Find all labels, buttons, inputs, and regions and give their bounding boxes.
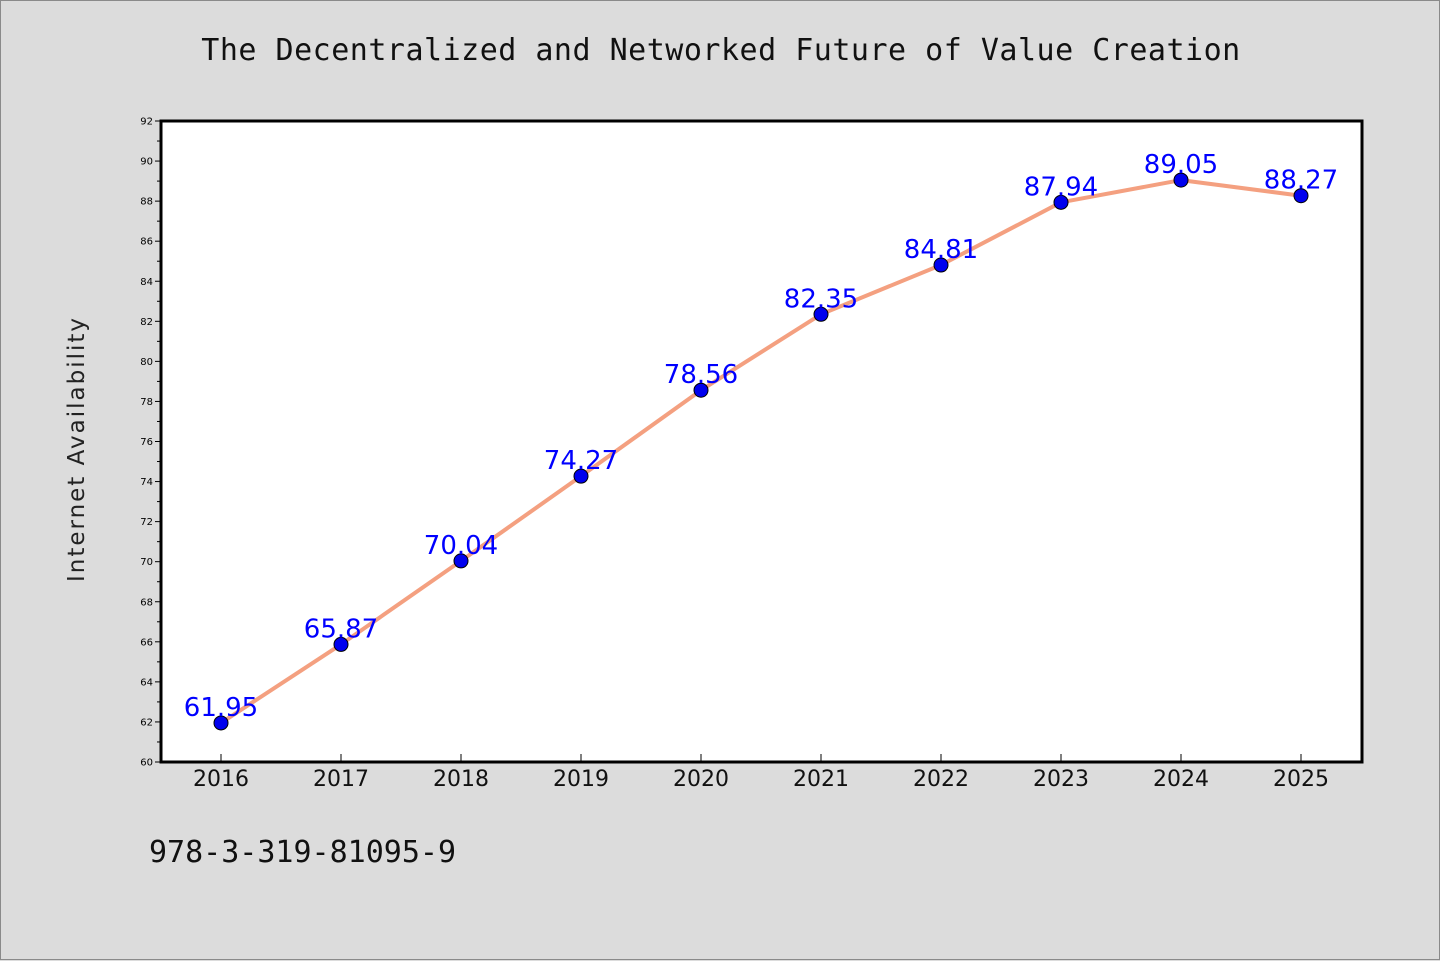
y-tick-label: 82 xyxy=(140,317,153,328)
x-tick-label: 2024 xyxy=(1153,767,1209,792)
y-tick-label: 60 xyxy=(140,758,153,769)
data-label: 88.27 xyxy=(1264,166,1338,196)
y-tick-label: 80 xyxy=(140,357,153,368)
data-point xyxy=(1053,194,1069,210)
data-label: 74.27 xyxy=(544,446,618,476)
data-label: 70.04 xyxy=(424,531,498,561)
data-label: 61.95 xyxy=(184,693,258,723)
data-point xyxy=(453,553,469,569)
data-label: 65.87 xyxy=(304,614,378,644)
chart-title: The Decentralized and Networked Future o… xyxy=(201,33,1241,68)
x-tick-label: 2018 xyxy=(433,767,489,792)
data-point xyxy=(333,636,349,652)
x-tick-label: 2017 xyxy=(313,767,369,792)
x-tick-label: 2023 xyxy=(1033,767,1089,792)
data-point xyxy=(573,468,589,484)
y-tick-label: 92 xyxy=(140,117,153,128)
y-tick-label: 74 xyxy=(140,477,153,488)
data-label: 82.35 xyxy=(784,284,858,314)
isbn-footnote: 978-3-319-81095-9 xyxy=(149,835,457,870)
plot-area xyxy=(161,121,1362,762)
x-tick-label: 2016 xyxy=(193,767,249,792)
y-tick-label: 84 xyxy=(140,277,153,288)
data-label: 78.56 xyxy=(664,360,738,390)
data-label: 87.94 xyxy=(1024,172,1098,202)
series-line xyxy=(219,178,1303,725)
y-tick-label: 90 xyxy=(140,157,153,168)
y-tick-label: 70 xyxy=(140,557,153,568)
y-tick-label: 86 xyxy=(140,237,153,248)
x-tick-label: 2019 xyxy=(553,767,609,792)
x-tick-label: 2022 xyxy=(913,767,969,792)
data-label: 84.81 xyxy=(904,235,978,265)
x-tick-label: 2020 xyxy=(673,767,729,792)
y-tick-label: 76 xyxy=(140,437,153,448)
y-tick-label: 62 xyxy=(140,717,153,728)
y-tick-label: 66 xyxy=(140,637,153,648)
x-tick-label: 2025 xyxy=(1273,767,1329,792)
plot-frame xyxy=(159,119,1364,764)
x-tick-label: 2021 xyxy=(793,767,849,792)
y-tick-label: 68 xyxy=(140,597,153,608)
data-label: 89.05 xyxy=(1144,150,1218,180)
data-point xyxy=(813,306,829,322)
y-tick-label: 88 xyxy=(140,197,153,208)
data-point xyxy=(1293,188,1309,204)
data-point xyxy=(693,382,709,398)
y-tick-label: 78 xyxy=(140,397,153,408)
y-tick-label: 72 xyxy=(140,517,153,528)
data-point xyxy=(213,715,229,731)
data-point xyxy=(1173,172,1189,188)
data-point xyxy=(933,257,949,273)
y-tick-label: 64 xyxy=(140,677,153,688)
